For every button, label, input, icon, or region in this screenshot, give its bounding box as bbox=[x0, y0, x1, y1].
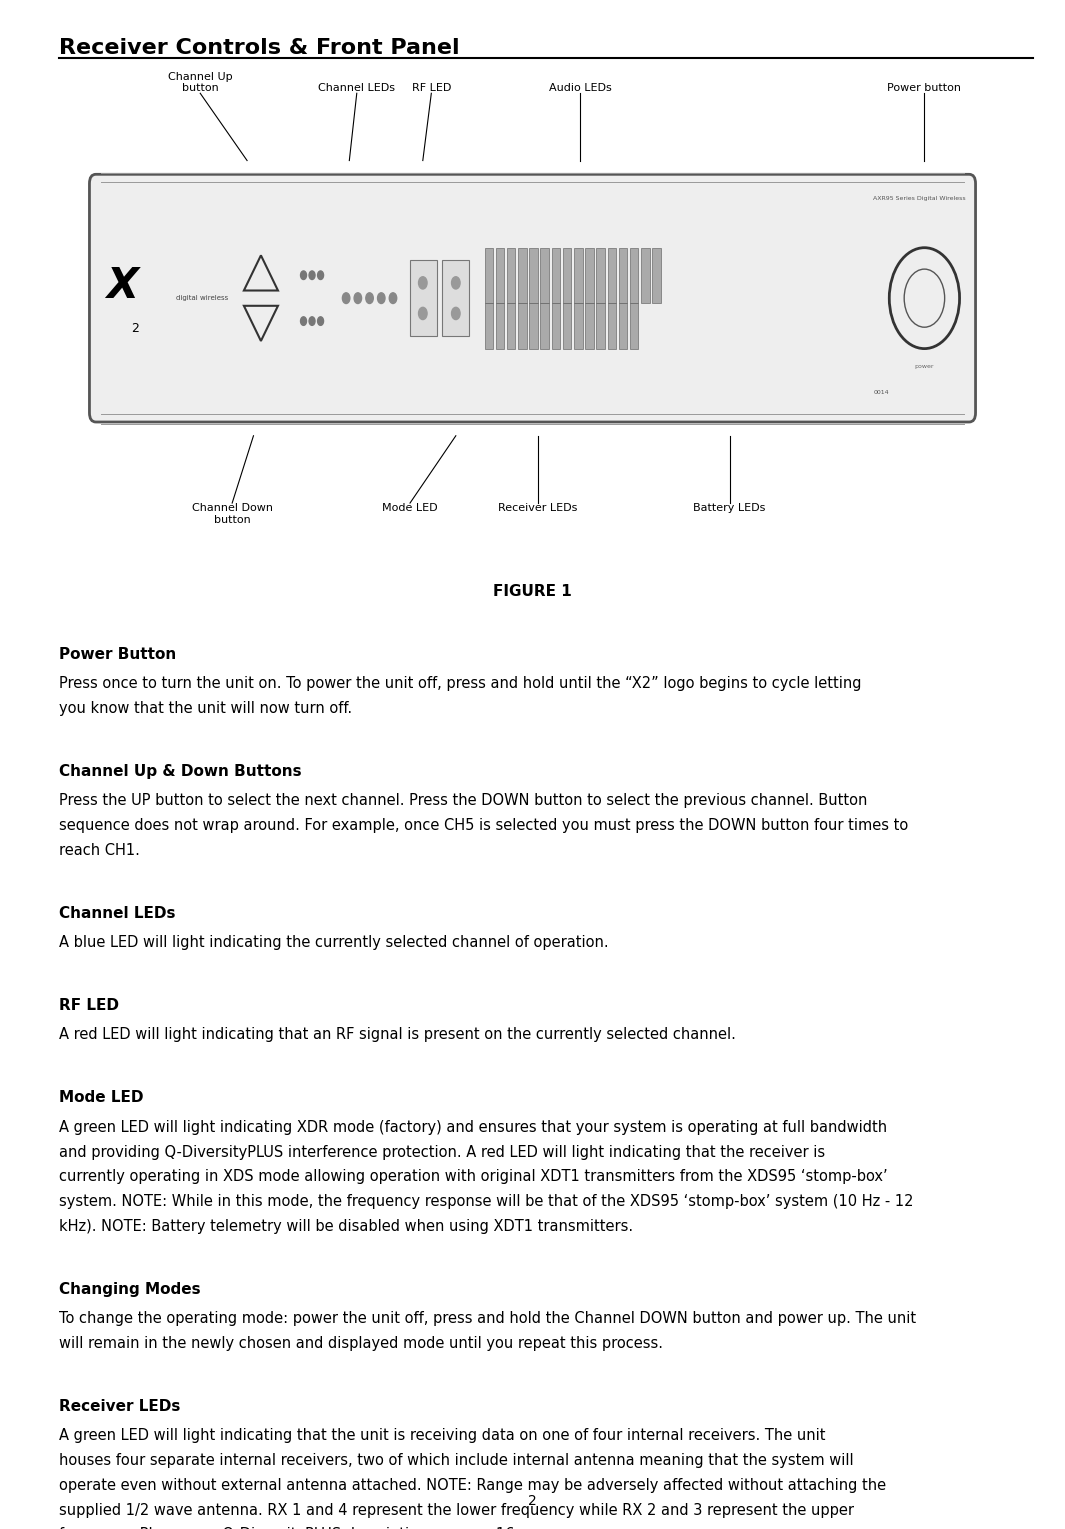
Text: frequency. Please see Q-DiversityPLUS description on page 16.: frequency. Please see Q-DiversityPLUS de… bbox=[59, 1527, 519, 1529]
Text: Receiver Controls & Front Panel: Receiver Controls & Front Panel bbox=[59, 38, 459, 58]
Bar bbox=[619, 248, 627, 303]
Text: Channel LEDs: Channel LEDs bbox=[318, 83, 395, 93]
Text: will remain in the newly chosen and displayed mode until you repeat this process: will remain in the newly chosen and disp… bbox=[59, 1336, 662, 1352]
Circle shape bbox=[377, 294, 386, 304]
Text: 2: 2 bbox=[131, 323, 140, 335]
Bar bbox=[529, 303, 538, 349]
Text: you know that the unit will now turn off.: you know that the unit will now turn off… bbox=[59, 700, 351, 716]
Bar bbox=[630, 248, 638, 303]
Text: houses four separate internal receivers, two of which include internal antenna m: houses four separate internal receivers,… bbox=[59, 1453, 853, 1468]
Text: 2: 2 bbox=[528, 1494, 537, 1509]
Text: Channel Up
button: Channel Up button bbox=[168, 72, 232, 93]
Text: digital wireless: digital wireless bbox=[176, 295, 228, 301]
Text: Mode LED: Mode LED bbox=[59, 1090, 143, 1105]
Bar bbox=[630, 303, 638, 349]
Bar bbox=[541, 303, 550, 349]
Text: and providing Q-DiversityPLUS interference protection. A red LED will light indi: and providing Q-DiversityPLUS interferen… bbox=[59, 1145, 824, 1159]
Bar bbox=[485, 303, 493, 349]
Bar bbox=[586, 248, 594, 303]
Text: Power Button: Power Button bbox=[59, 647, 176, 662]
Text: Press once to turn the unit on. To power the unit off, press and hold until the : Press once to turn the unit on. To power… bbox=[59, 676, 862, 691]
Bar bbox=[652, 248, 660, 303]
Text: Channel Up & Down Buttons: Channel Up & Down Buttons bbox=[59, 764, 301, 778]
Text: currently operating in XDS mode allowing operation with original XDT1 transmitte: currently operating in XDS mode allowing… bbox=[59, 1170, 887, 1185]
Text: AXR95 Series Digital Wireless: AXR95 Series Digital Wireless bbox=[873, 196, 966, 202]
Text: power: power bbox=[915, 364, 934, 368]
Bar bbox=[507, 303, 515, 349]
Circle shape bbox=[365, 294, 374, 304]
Text: Battery LEDs: Battery LEDs bbox=[693, 503, 766, 514]
Text: Press the UP button to select the next channel. Press the DOWN button to select : Press the UP button to select the next c… bbox=[59, 794, 867, 809]
Bar bbox=[541, 248, 550, 303]
Text: Channel LEDs: Channel LEDs bbox=[59, 905, 175, 920]
Circle shape bbox=[452, 277, 460, 289]
Text: operate even without external antenna attached. NOTE: Range may be adversely aff: operate even without external antenna at… bbox=[59, 1479, 886, 1492]
Circle shape bbox=[300, 271, 307, 280]
Circle shape bbox=[390, 294, 397, 304]
Text: supplied 1/2 wave antenna. RX 1 and 4 represent the lower frequency while RX 2 a: supplied 1/2 wave antenna. RX 1 and 4 re… bbox=[59, 1503, 853, 1518]
Circle shape bbox=[309, 271, 315, 280]
Circle shape bbox=[342, 294, 349, 304]
Circle shape bbox=[317, 317, 324, 326]
Text: 0014: 0014 bbox=[873, 390, 889, 396]
Bar bbox=[507, 248, 515, 303]
Text: Audio LEDs: Audio LEDs bbox=[550, 83, 611, 93]
Text: FIGURE 1: FIGURE 1 bbox=[493, 584, 572, 599]
Bar bbox=[607, 303, 616, 349]
Text: system. NOTE: While in this mode, the frequency response will be that of the XDS: system. NOTE: While in this mode, the fr… bbox=[59, 1194, 913, 1209]
Bar bbox=[442, 260, 469, 336]
Bar bbox=[562, 303, 571, 349]
Bar bbox=[574, 303, 583, 349]
Bar bbox=[562, 248, 571, 303]
FancyBboxPatch shape bbox=[89, 174, 976, 422]
Text: A green LED will light indicating that the unit is receiving data on one of four: A green LED will light indicating that t… bbox=[59, 1428, 825, 1443]
Bar bbox=[485, 248, 493, 303]
Text: A blue LED will light indicating the currently selected channel of operation.: A blue LED will light indicating the cur… bbox=[59, 936, 608, 950]
Circle shape bbox=[300, 317, 307, 326]
Text: A red LED will light indicating that an RF signal is present on the currently se: A red LED will light indicating that an … bbox=[59, 1027, 736, 1043]
Text: A green LED will light indicating XDR mode (factory) and ensures that your syste: A green LED will light indicating XDR mo… bbox=[59, 1119, 887, 1135]
Circle shape bbox=[354, 294, 362, 304]
Bar bbox=[410, 260, 437, 336]
Bar bbox=[641, 248, 650, 303]
Text: RF LED: RF LED bbox=[412, 83, 450, 93]
Text: kHz). NOTE: Battery telemetry will be disabled when using XDT1 transmitters.: kHz). NOTE: Battery telemetry will be di… bbox=[59, 1219, 633, 1234]
Bar bbox=[552, 248, 560, 303]
Bar bbox=[519, 303, 527, 349]
Text: RF LED: RF LED bbox=[59, 998, 118, 1014]
Text: Power button: Power button bbox=[887, 83, 962, 93]
Text: Changing Modes: Changing Modes bbox=[59, 1281, 200, 1297]
Bar bbox=[574, 248, 583, 303]
Bar bbox=[596, 248, 605, 303]
Bar bbox=[619, 303, 627, 349]
Bar bbox=[586, 303, 594, 349]
Bar bbox=[496, 248, 505, 303]
Text: sequence does not wrap around. For example, once CH5 is selected you must press : sequence does not wrap around. For examp… bbox=[59, 818, 907, 833]
Circle shape bbox=[452, 307, 460, 320]
Text: X: X bbox=[106, 265, 138, 307]
Bar bbox=[519, 248, 527, 303]
Text: Mode LED: Mode LED bbox=[382, 503, 438, 514]
Circle shape bbox=[419, 307, 427, 320]
Circle shape bbox=[309, 317, 315, 326]
Text: Channel Down
button: Channel Down button bbox=[192, 503, 273, 524]
Bar bbox=[607, 248, 616, 303]
Circle shape bbox=[419, 277, 427, 289]
Bar bbox=[596, 303, 605, 349]
Circle shape bbox=[317, 271, 324, 280]
Text: To change the operating mode: power the unit off, press and hold the Channel DOW: To change the operating mode: power the … bbox=[59, 1312, 916, 1326]
Text: Receiver LEDs: Receiver LEDs bbox=[498, 503, 577, 514]
Bar bbox=[529, 248, 538, 303]
Bar bbox=[496, 303, 505, 349]
Text: Receiver LEDs: Receiver LEDs bbox=[59, 1399, 180, 1414]
Bar bbox=[552, 303, 560, 349]
Text: reach CH1.: reach CH1. bbox=[59, 842, 140, 858]
